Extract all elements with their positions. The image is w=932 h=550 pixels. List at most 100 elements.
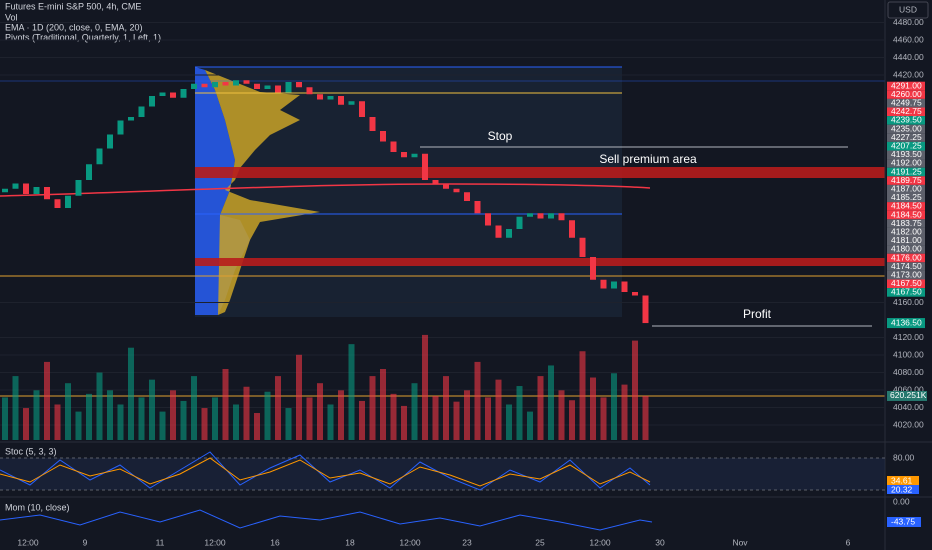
y-tick-label: 4440.00 — [893, 52, 924, 62]
volume-bar — [23, 408, 29, 440]
volume-bar — [558, 390, 565, 440]
x-tick-label: 12:00 — [399, 537, 421, 547]
volume-bar — [2, 397, 8, 440]
price-tag — [887, 184, 925, 194]
candle-body — [537, 213, 544, 219]
price-tag — [887, 245, 925, 254]
value-tag — [887, 476, 919, 485]
volume-bar — [86, 393, 92, 440]
indicator-label: Stoc (5, 3, 3) — [5, 446, 57, 456]
volume-bar — [233, 404, 239, 440]
volume-bar — [296, 354, 302, 440]
volume-bar — [600, 397, 607, 440]
volume-bar — [432, 395, 439, 440]
volume-bar — [254, 413, 260, 440]
volume-bar — [548, 365, 554, 440]
y-tick-label: 4100.00 — [893, 349, 924, 359]
x-tick-label: 6 — [846, 537, 851, 547]
price-tag-label: 4189.75 — [891, 175, 922, 185]
sell-zone — [195, 167, 885, 178]
price-tag — [887, 288, 925, 297]
candle-body — [96, 148, 103, 165]
price-tag — [887, 202, 925, 211]
price-tag-label: 4242.75 — [891, 106, 922, 116]
candle-body — [107, 134, 113, 149]
candle-body — [275, 85, 281, 93]
volume-bar — [527, 411, 533, 440]
volume-bar — [12, 376, 19, 440]
mom-level-label: 0.00 — [893, 496, 910, 506]
candle-body — [159, 92, 166, 96]
annotation: Stop — [488, 129, 513, 143]
candle-body — [474, 201, 481, 214]
volume-bar — [443, 376, 449, 440]
volume-bar — [401, 405, 407, 440]
price-tag — [887, 141, 925, 151]
candle-body — [401, 152, 407, 158]
price-tag-label: 4227.25 — [891, 132, 922, 142]
candle-body — [338, 96, 344, 105]
candle-body — [264, 85, 271, 89]
x-tick-label: 12:00 — [589, 537, 611, 547]
volume-bar — [33, 390, 40, 440]
volume-bar — [107, 390, 113, 440]
volume-profile-orange — [205, 70, 320, 315]
stoch-k-tag: 34.61 — [891, 475, 913, 485]
candle-body — [621, 281, 628, 292]
price-tag — [887, 236, 925, 246]
volume-tag: 620.251K — [890, 390, 927, 400]
candle-body — [359, 101, 365, 117]
price-tag — [887, 253, 925, 263]
volume-bar — [327, 404, 334, 440]
volume-bar — [285, 408, 292, 440]
price-tag-label: 4167.50 — [891, 278, 922, 288]
volume-bar — [159, 411, 166, 440]
volume-bar — [422, 334, 428, 440]
y-tick-label: 4120.00 — [893, 332, 924, 342]
candle-body — [317, 94, 323, 100]
volume-bar — [180, 400, 187, 440]
price-tag — [887, 133, 925, 142]
volume-bar — [411, 383, 418, 440]
price-tag-label: 4183.75 — [891, 218, 922, 228]
price-tag-label: 4260.00 — [891, 89, 922, 99]
volume-bar — [516, 386, 523, 440]
candle-body — [201, 83, 208, 88]
candle-body — [285, 82, 292, 93]
candle-body — [327, 96, 334, 100]
candle-body — [485, 213, 491, 226]
price-tag-label: 4192.00 — [891, 158, 922, 168]
candle-body — [422, 153, 428, 180]
support-zone — [195, 258, 885, 266]
candle-body — [12, 183, 19, 189]
candle-body — [191, 83, 197, 89]
price-tag — [887, 81, 925, 91]
price-tag — [887, 90, 925, 99]
annotation: Profit — [743, 307, 772, 321]
ema-line — [0, 183, 651, 197]
candle-body — [600, 279, 607, 289]
candle-body — [558, 213, 565, 221]
volume-bar — [380, 369, 386, 440]
candle-body — [296, 82, 302, 88]
y-tick-label: 4060.00 — [893, 384, 924, 394]
candle-body — [149, 96, 155, 107]
currency-label[interactable]: USD — [899, 4, 917, 14]
volume-bar — [54, 404, 61, 440]
candle-body — [44, 187, 50, 200]
volume-bar — [579, 351, 586, 440]
last-price-tag: 4136.50 — [891, 317, 922, 327]
candle-body — [233, 80, 239, 86]
candle-body — [527, 213, 533, 217]
indicator-label: Vol — [5, 12, 18, 22]
y-tick-label: 4020.00 — [893, 419, 924, 429]
value-tag — [887, 485, 919, 494]
candle-body — [432, 180, 439, 184]
x-tick-label: 23 — [462, 537, 472, 547]
momentum-line — [0, 509, 653, 531]
indicator-label: Pivots (Traditional, Quarterly, 1, Left,… — [5, 32, 161, 42]
currency-button[interactable] — [887, 1, 929, 19]
x-tick-label: 12:00 — [17, 537, 39, 547]
